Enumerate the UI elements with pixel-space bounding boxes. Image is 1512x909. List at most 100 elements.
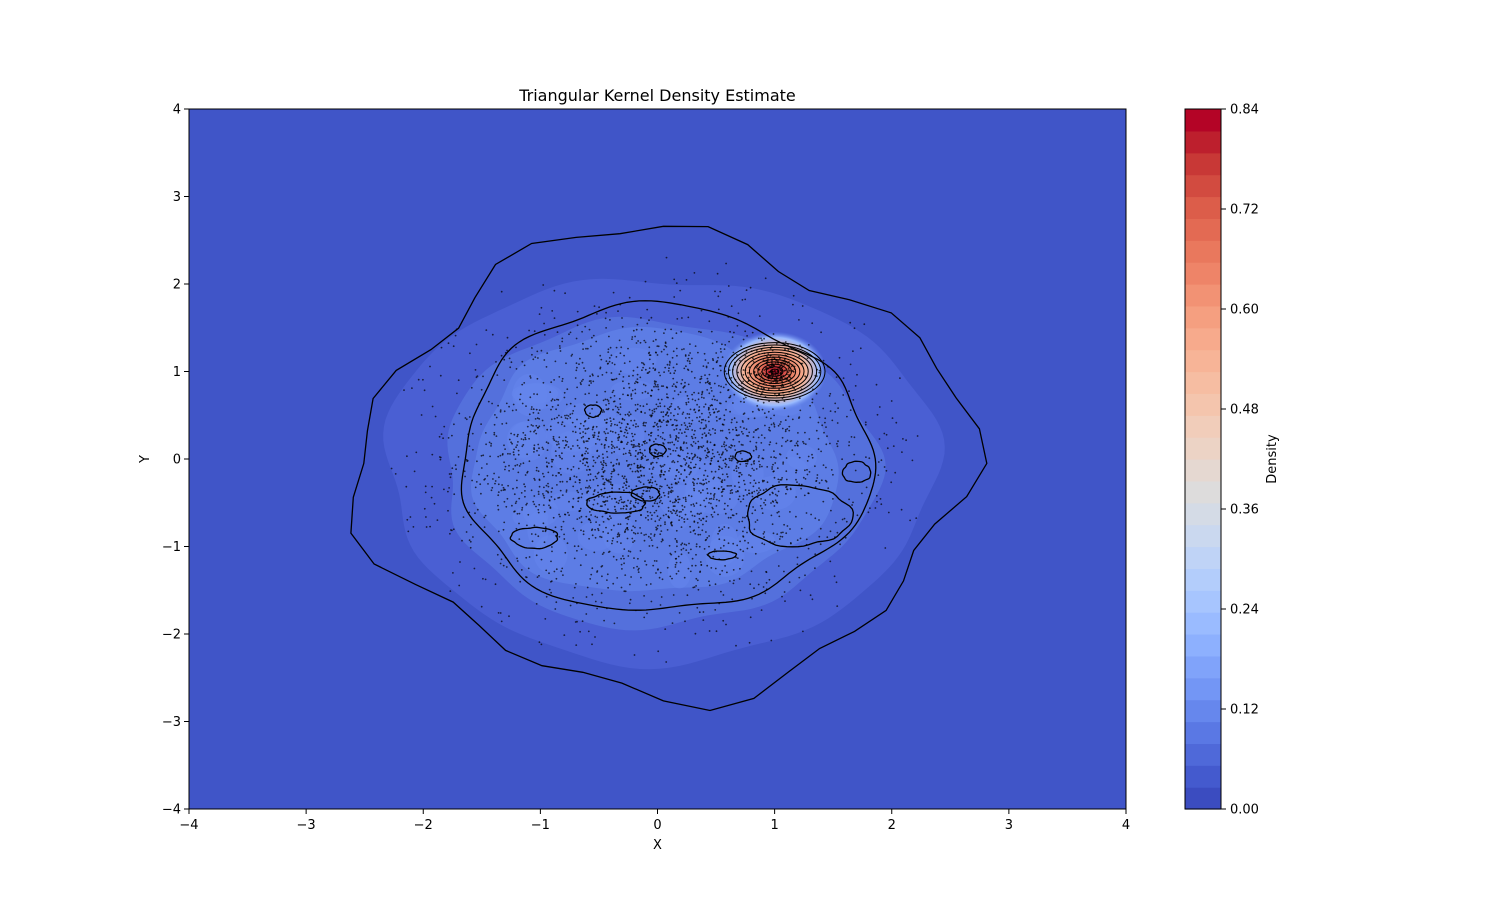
data-point — [608, 495, 611, 498]
data-point — [911, 459, 914, 462]
data-point — [732, 351, 735, 354]
data-point — [675, 428, 678, 430]
data-point — [699, 571, 701, 573]
data-point — [700, 331, 702, 334]
data-point — [772, 408, 774, 410]
data-point — [661, 578, 664, 581]
data-point — [689, 362, 691, 365]
data-point — [655, 351, 657, 354]
data-point — [814, 517, 817, 520]
x-tick-label: −1 — [531, 818, 550, 833]
data-point — [596, 394, 598, 397]
data-point — [405, 485, 408, 488]
data-point — [892, 445, 895, 447]
data-point — [678, 432, 680, 434]
data-point — [683, 521, 686, 523]
data-point — [796, 481, 798, 483]
y-tick-label: 1 — [173, 365, 181, 380]
data-point — [577, 467, 580, 470]
data-point — [535, 432, 538, 435]
data-point — [696, 512, 699, 515]
data-point — [829, 410, 832, 412]
data-point — [606, 456, 609, 458]
data-point — [733, 393, 736, 396]
data-point — [617, 439, 620, 441]
data-point — [707, 416, 710, 419]
data-point — [574, 425, 577, 428]
data-point — [811, 398, 814, 401]
data-point — [626, 394, 629, 397]
data-point — [659, 604, 662, 606]
data-point — [659, 524, 662, 527]
data-point — [503, 521, 506, 524]
data-point — [711, 449, 714, 451]
data-point — [655, 461, 658, 464]
data-point — [630, 393, 633, 396]
data-point — [523, 382, 526, 384]
data-point — [545, 484, 548, 487]
data-point — [756, 519, 759, 521]
data-point — [708, 545, 710, 548]
data-point — [650, 600, 653, 603]
data-point — [693, 409, 695, 411]
data-point — [592, 436, 595, 438]
colorbar-band — [1185, 305, 1221, 329]
data-point — [587, 486, 589, 489]
data-point — [579, 509, 582, 512]
data-point — [558, 376, 561, 378]
data-point — [574, 397, 577, 400]
data-point — [789, 487, 792, 490]
data-point — [672, 460, 675, 462]
data-point — [628, 427, 631, 430]
data-point — [595, 477, 598, 480]
data-point — [465, 531, 468, 533]
data-point — [863, 323, 866, 326]
data-point — [596, 313, 598, 315]
colorbar-band — [1185, 765, 1221, 788]
data-point — [483, 516, 486, 519]
data-point — [605, 526, 607, 529]
data-point — [635, 449, 637, 452]
data-point — [630, 443, 633, 446]
data-point — [640, 576, 642, 579]
data-point — [831, 419, 834, 422]
data-point — [611, 483, 614, 486]
data-point — [705, 366, 708, 369]
data-point — [666, 529, 669, 531]
data-point — [583, 403, 585, 406]
data-point — [718, 418, 721, 420]
data-point — [713, 487, 716, 489]
data-point — [693, 505, 696, 507]
data-point — [717, 295, 720, 298]
data-point — [669, 510, 672, 513]
contour-island — [583, 404, 603, 419]
data-point — [518, 465, 521, 467]
data-point — [577, 545, 580, 548]
data-point — [726, 475, 729, 478]
data-point — [675, 386, 678, 388]
data-point — [680, 448, 683, 451]
data-point — [752, 360, 755, 363]
data-point — [627, 528, 629, 531]
data-point — [597, 527, 599, 530]
data-point — [737, 467, 740, 469]
data-point — [503, 358, 506, 361]
data-point — [749, 616, 752, 619]
data-point — [798, 355, 801, 358]
data-point — [710, 502, 712, 505]
data-point — [497, 491, 500, 493]
data-point — [586, 469, 588, 471]
data-point — [586, 347, 589, 350]
data-point — [604, 317, 607, 320]
data-point — [657, 568, 659, 570]
data-point — [848, 441, 851, 443]
data-point — [742, 432, 744, 435]
data-point — [700, 421, 703, 424]
data-point — [742, 516, 744, 519]
data-point — [602, 500, 604, 503]
data-point — [613, 363, 616, 366]
data-point — [505, 566, 508, 568]
data-point — [513, 453, 515, 456]
data-point — [582, 342, 584, 345]
data-point — [826, 536, 829, 539]
